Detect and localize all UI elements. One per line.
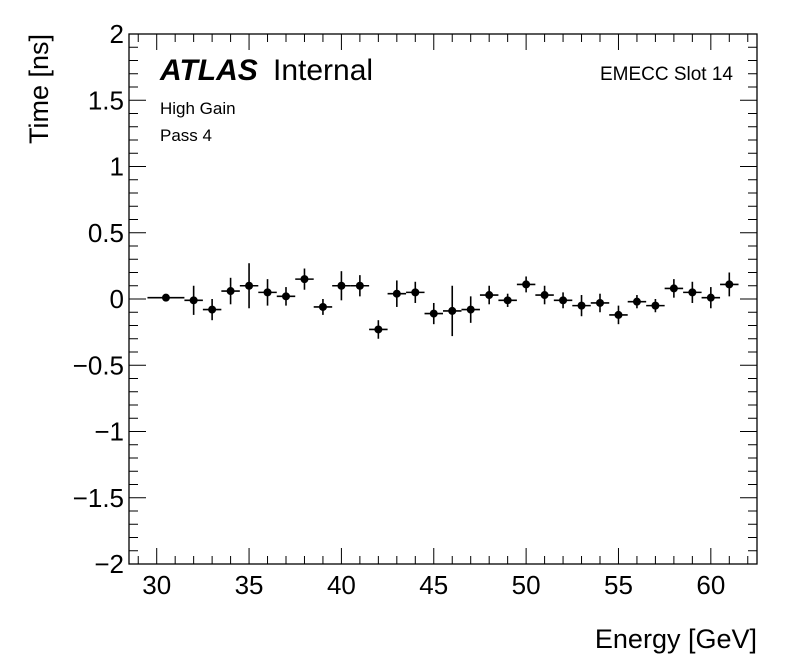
data-point [147, 293, 185, 302]
data-point [479, 285, 499, 305]
data-marker [466, 305, 475, 314]
pass-label: Pass 4 [160, 126, 212, 145]
data-marker [522, 280, 531, 289]
data-point [461, 296, 480, 323]
data-point [202, 299, 222, 321]
data-marker [651, 301, 660, 310]
data-point [424, 302, 443, 325]
data-marker [226, 287, 235, 296]
y-tick-label: 1 [110, 152, 124, 182]
y-tick-labels: −2 −1.5 −1 −0.5 0 0.5 1 1.5 2 [73, 19, 124, 579]
data-point [295, 268, 314, 290]
data-marker [559, 296, 568, 305]
data-marker [411, 288, 420, 297]
data-point [221, 277, 240, 305]
data-point [646, 299, 665, 313]
data-point [553, 292, 573, 309]
data-point [239, 263, 259, 309]
data-point [313, 299, 333, 315]
data-point [184, 285, 203, 315]
data-point [258, 279, 277, 306]
data-marker [632, 297, 641, 306]
gain-label: High Gain [160, 99, 236, 118]
y-tick-label: −1.5 [73, 483, 124, 513]
data-marker [503, 296, 512, 305]
y-tick-label: 2 [110, 19, 124, 49]
x-tick-label: 60 [696, 570, 725, 600]
data-marker [263, 288, 272, 297]
data-marker [392, 289, 401, 298]
data-point [683, 281, 702, 303]
data-marker [429, 309, 438, 318]
data-marker [688, 288, 697, 297]
y-axis-title: Time [ns] [24, 34, 54, 144]
data-point [498, 293, 517, 307]
data-point [369, 320, 388, 339]
data-marker [300, 275, 309, 284]
data-marker [725, 280, 734, 289]
x-tick-labels: 30 35 40 45 50 55 60 [142, 570, 725, 600]
data-marker [337, 281, 346, 290]
y-tick-label: 0.5 [88, 218, 124, 248]
data-marker [282, 292, 290, 301]
data-point [332, 271, 351, 301]
data-marker [355, 281, 364, 290]
y-tick-label: 0 [110, 284, 124, 314]
data-point [350, 275, 370, 297]
data-point [443, 285, 462, 337]
slot-label: EMECC Slot 14 [600, 64, 733, 85]
data-point [701, 287, 721, 309]
x-tick-label: 55 [604, 570, 633, 600]
x-tick-label: 50 [512, 570, 541, 600]
data-marker [577, 301, 586, 310]
data-marker [706, 293, 715, 302]
data-point [516, 276, 536, 293]
data-marker [374, 325, 383, 334]
data-point [406, 281, 425, 303]
y-tick-label: −1 [94, 417, 124, 447]
y-tick-label: −0.5 [73, 350, 124, 380]
data-point [590, 293, 610, 313]
data-marker [318, 302, 327, 311]
data-marker [669, 284, 678, 293]
data-point [720, 272, 739, 297]
x-tick-label: 30 [142, 570, 171, 600]
atlas-label: ATLAS [159, 54, 258, 87]
x-tick-label: 35 [235, 570, 264, 600]
x-tick-label: 40 [327, 570, 356, 600]
data-marker [161, 293, 170, 302]
data-point [664, 279, 684, 298]
data-point [572, 295, 591, 317]
data-marker [245, 281, 254, 290]
x-tick-label: 45 [419, 570, 448, 600]
data-point [276, 287, 296, 306]
data-marker [485, 291, 494, 300]
data-point [387, 280, 407, 307]
data-points [147, 263, 739, 339]
data-point [535, 285, 554, 305]
data-marker [614, 310, 623, 319]
x-axis-title: Energy [GeV] [595, 624, 757, 654]
data-marker [208, 305, 217, 314]
data-point [627, 295, 647, 309]
data-marker [540, 291, 549, 300]
axis-ticks [129, 33, 757, 565]
y-tick-label: −2 [94, 549, 124, 579]
data-marker [448, 306, 457, 315]
y-tick-label: 1.5 [88, 85, 124, 115]
data-marker [596, 298, 604, 307]
data-marker [189, 296, 198, 305]
internal-label: Internal [273, 54, 373, 87]
data-point [609, 305, 628, 325]
